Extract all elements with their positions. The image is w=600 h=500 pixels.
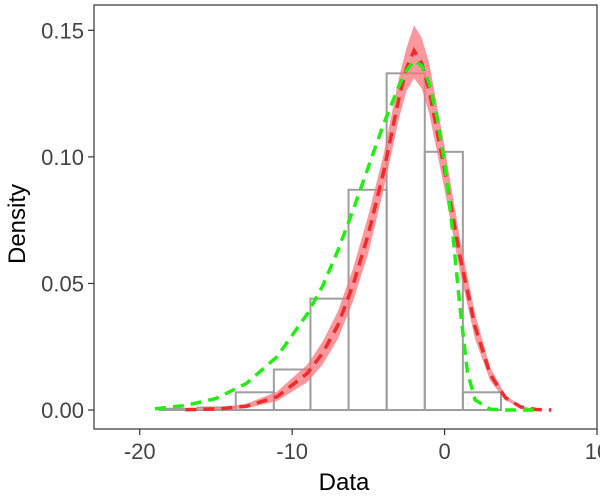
fitted-density-line-green	[154, 58, 537, 412]
x-tick-label: -10	[276, 439, 308, 464]
plot-border	[93, 4, 598, 430]
confidence-band-area	[185, 25, 552, 411]
y-tick-label: 0.00	[41, 398, 84, 423]
x-axis-title: Data	[319, 469, 370, 496]
y-axis-title: Density	[4, 184, 31, 264]
plot-frame	[93, 4, 598, 430]
confidence-band	[185, 25, 552, 411]
x-tick-label: 0	[438, 439, 450, 464]
y-axis-ticks: 0.00 0.05 0.10 0.15	[41, 18, 94, 423]
histogram-bar	[461, 391, 502, 412]
y-tick-label: 0.10	[41, 145, 84, 170]
y-tick-label: 0.05	[41, 271, 84, 296]
x-tick-label: 10	[585, 439, 600, 464]
x-tick-label: -20	[124, 439, 156, 464]
histogram-bars	[158, 72, 502, 412]
x-axis-ticks: -20 -10 0 10	[124, 429, 600, 464]
y-tick-label: 0.15	[41, 18, 84, 43]
density-curves	[154, 46, 552, 412]
fitted-density-line-red	[185, 46, 552, 412]
